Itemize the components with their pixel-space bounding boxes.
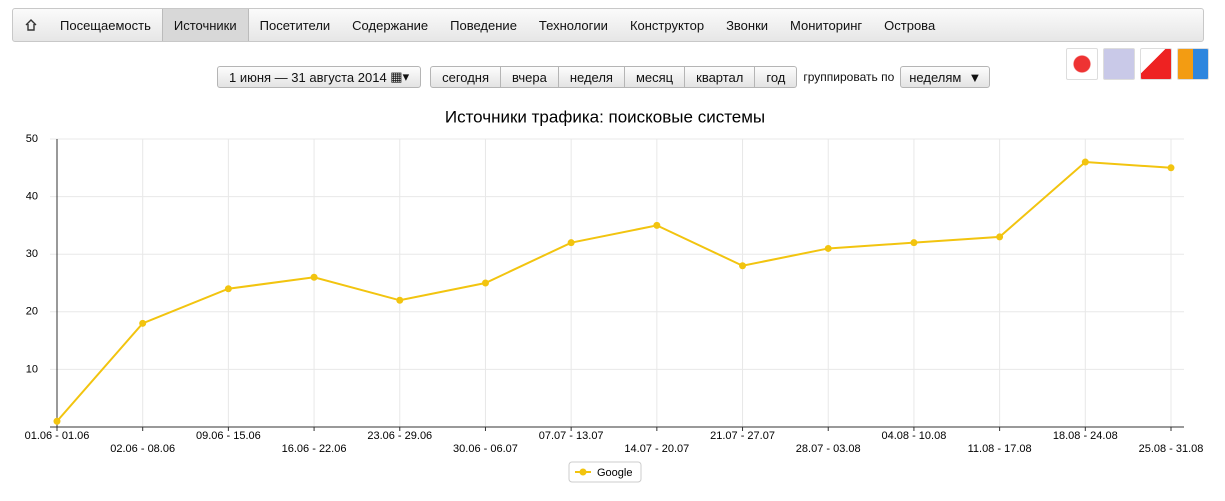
data-point [481,279,489,287]
group-select[interactable]: неделям ▼ [900,66,991,88]
x-tick-label: 07.07 - 13.07 [539,430,604,442]
x-tick-label: 28.07 - 03.08 [796,443,861,455]
x-tick-label: 04.08 - 10.08 [882,430,947,442]
date-picker[interactable]: 1 июня — 31 августа 2014 ▦▾ [217,66,422,88]
x-tick-label: 25.08 - 31.08 [1139,443,1204,455]
nav-item[interactable]: Мониторинг [790,17,863,33]
chart-title: Источники трафика: поисковые системы [445,107,765,126]
x-tick-label: 16.06 - 22.06 [282,443,347,455]
pie-icon[interactable] [1066,48,1098,80]
select-arrow: ▼ [961,69,982,85]
nav-item[interactable]: Острова [884,17,936,33]
legend-box [568,461,642,483]
group-label: группировать по [803,70,895,84]
legend-dot [579,468,587,476]
nav-item[interactable]: Содержание [352,17,429,33]
nav-bar: Посещаемость Источники Посетители Содержани… [12,8,1204,42]
date-range: 1 июня — 31 августа 2014 [229,69,387,85]
nav-item[interactable]: Поведение [450,17,517,33]
data-point [224,285,232,293]
nav-item[interactable]: Источники [161,9,249,41]
line-icon[interactable] [1103,48,1135,80]
chart-type-icons [1066,48,1209,80]
x-tick-label: 18.08 - 24.08 [1053,430,1118,442]
y-tick-label: 30 [26,248,38,260]
data-point [653,221,661,229]
home-button[interactable] [13,9,49,41]
nav-item[interactable]: Звонки [726,17,769,33]
area-icon[interactable] [1140,48,1172,80]
x-tick-label: 14.07 - 20.07 [624,443,689,455]
nav-item[interactable]: Посещаемость [60,17,151,33]
data-point [139,319,147,327]
data-point [396,296,404,304]
y-tick-label: 10 [26,363,38,375]
data-point [310,273,318,281]
legend-label: Google [597,467,632,479]
x-tick-label: 01.06 - 01.06 [25,430,90,442]
x-tick-label: 23.06 - 29.06 [367,430,432,442]
nav-item[interactable]: Посетители [259,17,331,33]
chart: Источники трафика: поисковые системы 10 2… [25,107,1204,483]
data-point [910,239,918,247]
period-button[interactable]: год [755,66,798,88]
data-point [739,262,747,270]
x-tick-label: 09.06 - 15.06 [196,430,261,442]
period-buttons: сегодня вчера неделя месяц квартал год [430,66,798,88]
x-tick-label: 21.07 - 27.07 [710,430,775,442]
y-tick-label: 50 [26,133,38,145]
data-point [1081,158,1089,166]
period-button[interactable]: сегодня [430,66,502,88]
nav-item[interactable]: Технологии [538,17,608,33]
period-button[interactable]: неделя [558,66,625,88]
nav-item[interactable]: Конструктор [629,17,705,33]
controls: 1 июня — 31 августа 2014 ▦▾ сегодня вчера… [217,66,991,88]
y-tick-label: 40 [26,191,38,203]
data-point [1167,164,1175,172]
period-button[interactable]: вчера [501,66,559,88]
home-icon [25,19,37,31]
series-line [56,161,1172,422]
x-tick-label: 11.08 - 17.08 [968,443,1032,455]
group-value: неделям [909,69,962,85]
y-tick-label: 20 [26,306,38,318]
period-button[interactable]: квартал [685,66,756,88]
data-point [567,239,575,247]
calendar-icon: ▦▾ [386,69,410,84]
period-button[interactable]: месяц [624,66,686,88]
x-tick-label: 02.06 - 08.06 [110,443,175,455]
treemap-icon[interactable] [1177,48,1209,80]
data-point [824,244,832,252]
x-tick-label: 30.06 - 06.07 [453,443,518,455]
data-point [53,417,61,425]
data-point [996,233,1004,241]
